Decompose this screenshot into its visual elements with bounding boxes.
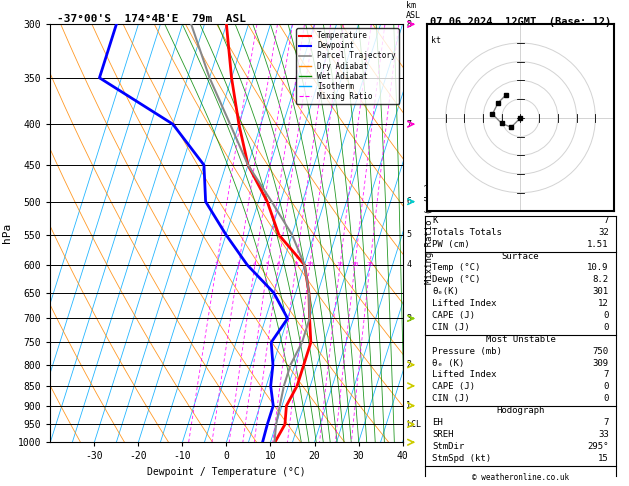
Text: 7: 7	[406, 120, 411, 129]
Text: -37°00'S  174°4B'E  79m  ASL: -37°00'S 174°4B'E 79m ASL	[57, 14, 247, 23]
Text: 3: 3	[237, 262, 240, 267]
Text: Hodograph: Hodograph	[496, 406, 545, 415]
Text: EH: EH	[432, 418, 443, 427]
Text: 1.51: 1.51	[587, 240, 609, 249]
Text: 0: 0	[603, 323, 609, 332]
Text: 4: 4	[406, 260, 411, 269]
Text: Surface: Surface	[502, 252, 539, 260]
Text: 16: 16	[337, 262, 344, 267]
Text: 0: 0	[603, 394, 609, 403]
X-axis label: Dewpoint / Temperature (°C): Dewpoint / Temperature (°C)	[147, 467, 306, 477]
Text: Lifted Index: Lifted Index	[432, 370, 497, 380]
Text: 7: 7	[603, 370, 609, 380]
Text: 6: 6	[277, 262, 281, 267]
Text: 12: 12	[598, 299, 609, 308]
Text: 2: 2	[214, 262, 218, 267]
Text: 32: 32	[598, 228, 609, 237]
Text: 8.2: 8.2	[593, 276, 609, 284]
Text: CAPE (J): CAPE (J)	[432, 382, 476, 391]
Text: 750: 750	[593, 347, 609, 356]
Text: 6: 6	[406, 197, 411, 206]
Text: kt: kt	[431, 35, 441, 45]
Text: © weatheronline.co.uk: © weatheronline.co.uk	[472, 473, 569, 482]
Text: 301: 301	[593, 287, 609, 296]
Text: 8: 8	[294, 262, 298, 267]
Text: CIN (J): CIN (J)	[432, 323, 470, 332]
Text: 295°: 295°	[587, 442, 609, 451]
Text: SREH: SREH	[432, 430, 454, 439]
Text: 0: 0	[603, 311, 609, 320]
Text: CIN (J): CIN (J)	[432, 394, 470, 403]
Text: StmDir: StmDir	[432, 442, 464, 451]
Text: 10: 10	[306, 262, 314, 267]
Text: Dewp (°C): Dewp (°C)	[432, 276, 481, 284]
Text: θₑ (K): θₑ (K)	[432, 359, 464, 367]
Text: 33: 33	[598, 430, 609, 439]
Text: Pressure (mb): Pressure (mb)	[432, 347, 502, 356]
Text: 2: 2	[406, 360, 411, 369]
Legend: Temperature, Dewpoint, Parcel Trajectory, Dry Adiabat, Wet Adiabat, Isotherm, Mi: Temperature, Dewpoint, Parcel Trajectory…	[296, 28, 399, 104]
Y-axis label: hPa: hPa	[3, 223, 12, 243]
Text: 7: 7	[603, 216, 609, 225]
Text: Most Unstable: Most Unstable	[486, 335, 555, 344]
Text: K: K	[432, 216, 438, 225]
Text: LCL: LCL	[406, 420, 421, 429]
Text: 4: 4	[253, 262, 257, 267]
Text: θₑ(K): θₑ(K)	[432, 287, 459, 296]
Text: StmSpd (kt): StmSpd (kt)	[432, 453, 491, 463]
Text: 7: 7	[603, 418, 609, 427]
Text: Totals Totals: Totals Totals	[432, 228, 502, 237]
Text: 5: 5	[266, 262, 270, 267]
Text: 8: 8	[406, 20, 411, 29]
Text: 309: 309	[593, 359, 609, 367]
Text: 20: 20	[351, 262, 359, 267]
Text: Mixing Ratio (g/kg): Mixing Ratio (g/kg)	[425, 182, 435, 284]
Text: 5: 5	[406, 230, 411, 239]
Text: Lifted Index: Lifted Index	[432, 299, 497, 308]
Text: 0: 0	[603, 382, 609, 391]
Text: PW (cm): PW (cm)	[432, 240, 470, 249]
Text: 10.9: 10.9	[587, 263, 609, 273]
Text: 1: 1	[406, 401, 411, 410]
Text: CAPE (J): CAPE (J)	[432, 311, 476, 320]
Text: 3: 3	[406, 314, 411, 323]
Text: 15: 15	[598, 453, 609, 463]
Text: km
ASL: km ASL	[406, 1, 421, 20]
Text: 25: 25	[366, 262, 374, 267]
Text: 07.06.2024  12GMT  (Base: 12): 07.06.2024 12GMT (Base: 12)	[430, 17, 611, 27]
Text: Temp (°C): Temp (°C)	[432, 263, 481, 273]
